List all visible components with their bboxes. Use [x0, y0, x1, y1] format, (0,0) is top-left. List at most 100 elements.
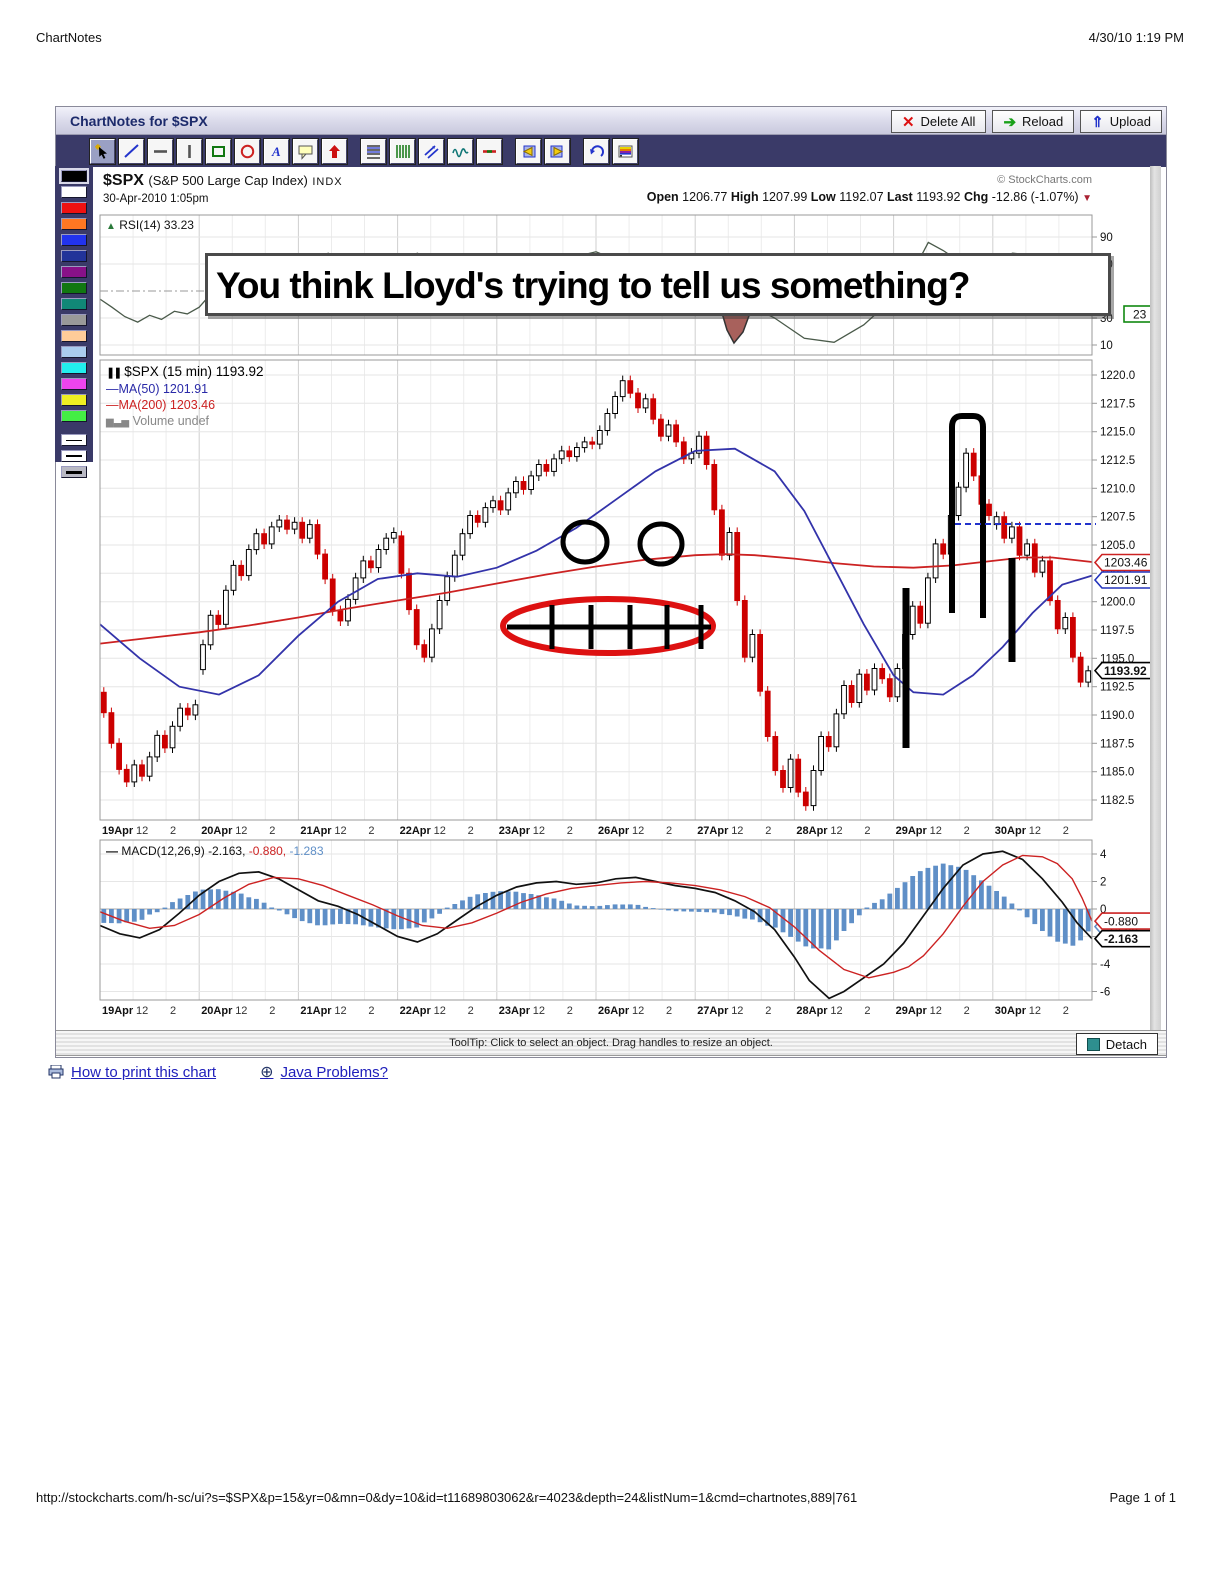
arrow-left-tool[interactable]: [515, 137, 542, 165]
print-chart-link-label: How to print this chart: [71, 1063, 217, 1081]
upload-button[interactable]: ⇑ Upload: [1080, 110, 1162, 133]
price-legend-main: ❚❚ $SPX (15 min) 1193.92: [106, 364, 264, 381]
last-label: Last: [887, 190, 913, 204]
red-x-icon: ✕: [901, 113, 915, 131]
wave-tool[interactable]: [447, 137, 474, 165]
color-swatch[interactable]: [61, 346, 87, 358]
color-swatch[interactable]: [61, 282, 87, 294]
price-legend: ❚❚ $SPX (15 min) 1193.92 —MA(50) 1201.91…: [106, 364, 264, 431]
color-swatch[interactable]: [61, 314, 87, 326]
low-value: 1192.07: [839, 190, 884, 204]
rsi-area-icon: ▲: [106, 221, 116, 232]
color-swatch[interactable]: [61, 234, 87, 246]
tooltip-text: ToolTip: Click to select an object. Drag…: [449, 1037, 773, 1049]
rectangle-tool[interactable]: [205, 137, 232, 165]
color-swatch[interactable]: [61, 186, 87, 198]
color-swatch[interactable]: [61, 410, 87, 422]
fib-lines-tool[interactable]: [360, 137, 387, 165]
ma50-line-icon: —: [106, 382, 119, 396]
ma200-legend: —MA(200) 1203.46: [106, 397, 264, 413]
color-swatch[interactable]: [61, 362, 87, 374]
chart-title-row: $SPX (S&P 500 Large Cap Index) INDX: [103, 172, 343, 190]
titlebar-buttons: ✕ Delete All ➔ Reload ⇑ Upload: [890, 110, 1162, 133]
last-value: 1193.92: [916, 190, 961, 204]
high-label: High: [730, 190, 759, 204]
symbol-label: $SPX: [103, 172, 144, 189]
undo-tool[interactable]: [583, 137, 610, 165]
color-swatch[interactable]: [61, 330, 87, 342]
ma50-legend-text: MA(50) 1201.91: [118, 382, 209, 396]
globe-icon: ⊕: [260, 1064, 274, 1081]
detach-icon: [1086, 1037, 1100, 1051]
line-thickness-button[interactable]: [61, 434, 87, 446]
color-swatch[interactable]: [61, 266, 87, 278]
delete-all-button[interactable]: ✕ Delete All: [890, 110, 987, 133]
color-swatch[interactable]: [59, 168, 89, 184]
exchange-label: INDX: [312, 176, 343, 188]
window-titlebar: ChartNotes for $SPX ✕ Delete All ➔ Reloa…: [56, 107, 1166, 135]
rsi-legend-text: RSI(14) 33.23: [119, 218, 194, 232]
blue-arrow-icon: ⇑: [1091, 113, 1104, 131]
color-swatch[interactable]: [61, 298, 87, 310]
print-footer-page: Page 1 of 1: [1109, 1490, 1177, 1505]
open-label: Open: [646, 190, 679, 204]
chg-value: -12.86 (-1.07%): [991, 190, 1079, 204]
callout-tool[interactable]: [292, 137, 319, 165]
pointer-tool[interactable]: [89, 137, 116, 165]
line-thickness-button[interactable]: [61, 466, 87, 478]
color-swatch[interactable]: [61, 202, 87, 214]
annotation-text-box[interactable]: You think Lloyd's trying to tell us some…: [205, 253, 1111, 316]
horizontal-line-tool[interactable]: [147, 137, 174, 165]
svg-text:A: A: [271, 144, 281, 159]
quote-row: Open 1206.77 High 1207.99 Low 1192.07 La…: [647, 190, 1092, 204]
palette-tool[interactable]: [612, 137, 639, 165]
rsi-legend: ▲ RSI(14) 33.23: [106, 217, 194, 235]
color-swatch[interactable]: [61, 250, 87, 262]
detach-label: Detach: [1105, 1036, 1147, 1052]
color-swatch[interactable]: [61, 394, 87, 406]
java-problems-link-label: Java Problems?: [280, 1063, 389, 1081]
reload-button[interactable]: ➔ Reload: [992, 110, 1075, 133]
down-triangle-icon[interactable]: ▼: [1082, 193, 1092, 204]
trend-channel-tool[interactable]: [418, 137, 445, 165]
detach-button[interactable]: Detach: [1075, 1033, 1158, 1055]
vertical-grid-tool[interactable]: [389, 137, 416, 165]
volume-legend: ▆▃▅ Volume undef: [106, 413, 264, 431]
upload-label: Upload: [1109, 114, 1151, 129]
print-header-title: ChartNotes: [36, 30, 102, 45]
arrow-up-tool[interactable]: [321, 137, 348, 165]
ma200-line-icon: —: [106, 398, 119, 412]
arrow-right-tool[interactable]: [544, 137, 571, 165]
text-tool[interactable]: A: [263, 137, 290, 165]
color-palette-rail: [55, 166, 93, 478]
green-arrow-icon: ➔: [1003, 113, 1017, 131]
symbol-description: (S&P 500 Large Cap Index): [148, 173, 308, 188]
java-problems-link[interactable]: ⊕ Java Problems?: [260, 1062, 388, 1082]
line-thickness-button[interactable]: [61, 450, 87, 462]
macd-value-signal: -0.880,: [248, 844, 287, 858]
high-value: 1207.99: [762, 190, 808, 204]
open-value: 1206.77: [682, 190, 728, 204]
vertical-line-tool[interactable]: [176, 137, 203, 165]
chartnotes-window: ChartNotes for $SPX ✕ Delete All ➔ Reloa…: [55, 106, 1167, 1058]
level-line-tool[interactable]: [476, 137, 503, 165]
copyright-label: © StockCharts.com: [997, 174, 1092, 186]
print-footer-url: http://stockcharts.com/h-sc/ui?s=$SPX&p=…: [36, 1490, 858, 1505]
window-title: ChartNotes for $SPX: [70, 113, 208, 129]
line-tool[interactable]: [118, 137, 145, 165]
candlestick-icon: ❚❚: [106, 367, 123, 379]
drawing-toolbar: A: [56, 135, 1166, 167]
color-swatch[interactable]: [61, 378, 87, 390]
volume-bars-icon: ▆▃▅: [106, 417, 130, 428]
help-links: How to print this chart ⊕ Java Problems?: [48, 1062, 388, 1082]
print-chart-link[interactable]: How to print this chart: [48, 1064, 216, 1081]
ma200-legend-text: MA(200) 1203.46: [118, 398, 216, 412]
macd-value-line: -2.163,: [208, 844, 246, 858]
macd-name: MACD(12,26,9): [121, 844, 205, 858]
color-swatch[interactable]: [61, 218, 87, 230]
chart-scrollbar[interactable]: [1150, 166, 1161, 1030]
ma50-legend: —MA(50) 1201.91: [106, 381, 264, 397]
ellipse-tool[interactable]: [234, 137, 261, 165]
macd-legend: — MACD(12,26,9) -2.163, -0.880, -1.283: [106, 843, 324, 859]
